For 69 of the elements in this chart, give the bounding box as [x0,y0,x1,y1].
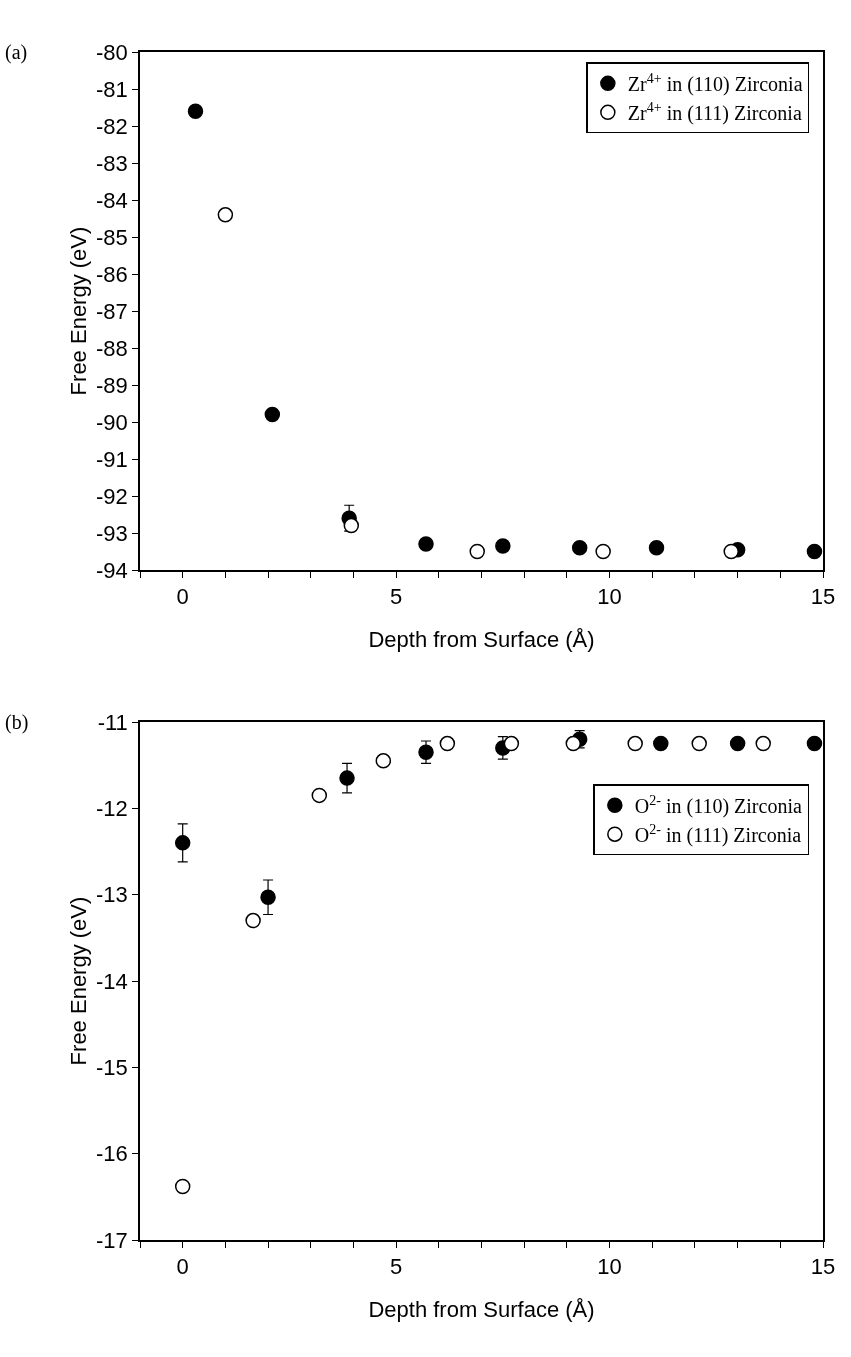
point [260,889,276,905]
point [691,735,707,752]
y-tick-label: -94 [96,557,128,583]
y-tick-label: -80 [96,39,128,65]
y-tick-label: -11 [97,709,128,735]
point [217,207,234,223]
point [806,543,823,560]
x-tick-label: 5 [390,584,403,610]
point [806,735,823,752]
legend-label: Zr$^{4+}$ in (111) Zirconia [627,99,802,126]
y-tick-label: -83 [96,150,128,176]
point [174,835,191,851]
legend-label: O$^{2-}$ in (111) Zirconia [634,821,802,847]
y-tick-label: -89 [96,372,128,398]
y-tick-label: -13 [96,882,128,908]
point [571,540,588,556]
y-tick-label: -86 [96,261,128,287]
y-tick-label: -85 [96,224,128,250]
y-tick-label: -17 [96,1227,128,1253]
x-tick-label: 15 [810,1254,836,1280]
point [729,735,746,752]
x-tick-label: 10 [597,1254,622,1280]
point [264,406,281,423]
point [469,543,485,560]
point [343,517,360,534]
point [648,540,665,556]
text: (b) [5,711,29,734]
x-tick-label: 5 [390,1254,403,1280]
x-tick-label: 15 [810,584,836,610]
y-tick-label: -12 [96,796,128,822]
y-tick-label: -84 [96,187,128,213]
x-tick-label: 10 [597,584,622,610]
point [418,744,434,760]
y-tick-label: -87 [96,298,128,324]
x-tick-label: 0 [176,584,189,610]
text: (a) [5,41,28,64]
y-tick-label: -91 [96,446,128,472]
y-tick-label: -15 [96,1055,128,1081]
point [439,735,456,752]
point [503,735,520,752]
point [245,912,261,929]
y-axis-title: Free Energy (eV) [65,896,91,1066]
y-tick-label: -92 [96,483,128,509]
y-tick-label: -93 [96,520,128,546]
y-tick-label: -81 [96,76,128,102]
point [723,543,739,560]
point [565,735,582,752]
point [311,787,328,804]
legend-label: Zr$^{4+}$ in (110) Zirconia [627,70,803,97]
point [495,538,511,554]
x-axis-title: Depth from Surface (Å) [368,1296,595,1322]
point [595,543,611,560]
point [375,753,392,769]
y-tick-label: -82 [96,113,128,139]
x-axis-title: Depth from Surface (Å) [368,626,595,652]
y-tick-label: -16 [96,1141,128,1167]
point [418,536,434,552]
y-tick-label: -14 [96,968,128,994]
y-tick-label: -90 [96,409,128,435]
point [187,103,204,119]
x-tick-label: 0 [176,1254,189,1280]
point [755,735,771,752]
point [339,770,355,786]
legend-label: O$^{2-}$ in (110) Zirconia [634,792,802,818]
point [653,735,669,752]
point [174,1178,191,1195]
y-tick-label: -88 [96,335,128,361]
point [627,735,643,752]
y-axis-title: Free Energy (eV) [65,226,91,396]
